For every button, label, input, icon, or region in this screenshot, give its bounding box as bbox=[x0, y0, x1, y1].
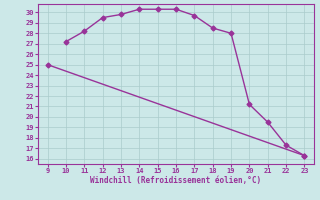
X-axis label: Windchill (Refroidissement éolien,°C): Windchill (Refroidissement éolien,°C) bbox=[91, 176, 261, 185]
